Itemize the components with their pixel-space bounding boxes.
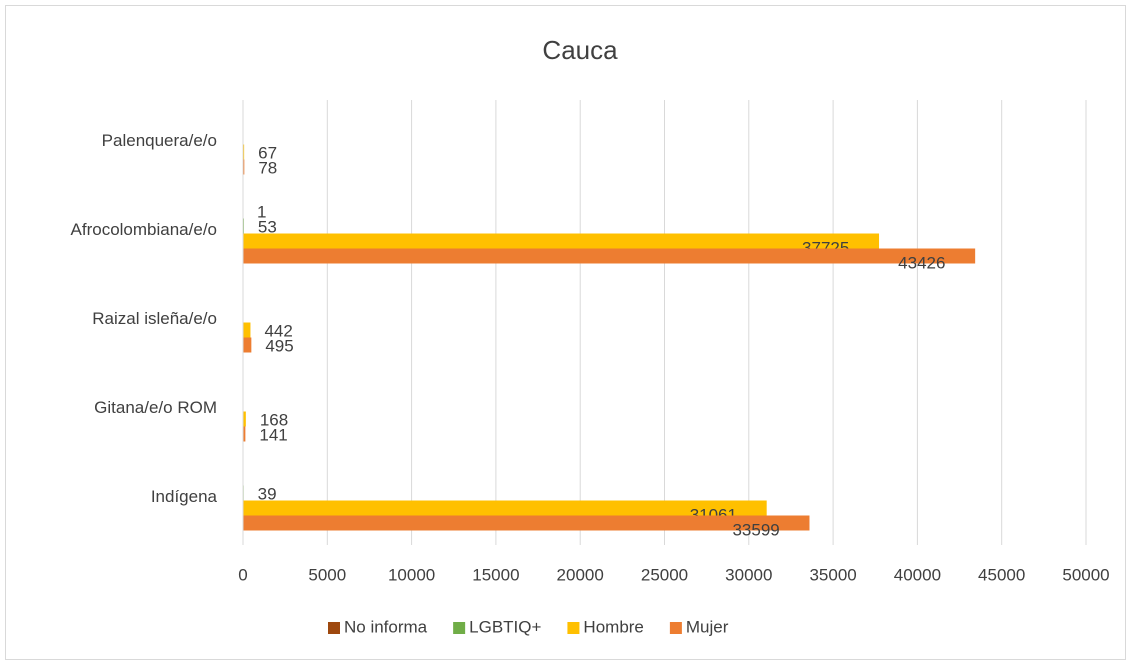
- x-tick-label: 25000: [641, 565, 688, 584]
- data-label: 495: [265, 336, 293, 355]
- data-label: 33599: [732, 520, 779, 539]
- data-label: 39: [258, 484, 277, 503]
- data-label: 168: [260, 410, 288, 429]
- bar: [243, 515, 810, 531]
- data-label: 78: [258, 158, 277, 177]
- bar: [243, 337, 252, 353]
- x-tick-label: 10000: [388, 565, 435, 584]
- bar: [243, 233, 880, 249]
- legend-label: No informa: [344, 617, 428, 636]
- data-label: 442: [264, 321, 292, 340]
- legend-swatch: [567, 622, 580, 634]
- x-tick-label: 0: [238, 565, 247, 584]
- bar: [243, 159, 245, 175]
- data-label: 67: [258, 143, 277, 162]
- legend-label: LGBTIQ+: [469, 617, 541, 636]
- bar: [243, 322, 251, 338]
- data-label: 141: [259, 425, 287, 444]
- data-label: 1: [257, 202, 266, 221]
- chart-title: Cauca: [542, 35, 618, 65]
- x-tick-label: 40000: [894, 565, 941, 584]
- x-tick-label: 20000: [557, 565, 604, 584]
- legend-label: Hombre: [583, 617, 643, 636]
- legend-swatch: [328, 622, 340, 634]
- y-tick-label: Gitana/e/o ROM: [94, 398, 217, 417]
- y-tick-label: Indígena: [151, 487, 218, 506]
- data-label: 53: [258, 217, 277, 236]
- x-tick-label: 35000: [809, 565, 856, 584]
- y-tick-label: Afrocolombiana/e/o: [71, 220, 217, 239]
- x-tick-label: 5000: [308, 565, 346, 584]
- x-tick-label: 45000: [978, 565, 1025, 584]
- y-tick-label: Palenquera/e/o: [102, 131, 217, 150]
- legend-label: Mujer: [686, 617, 729, 636]
- legend-swatch: [669, 622, 682, 634]
- legend-swatch: [453, 622, 466, 634]
- bar: [243, 411, 246, 427]
- y-tick-label: Raizal isleña/e/o: [92, 309, 217, 328]
- x-tick-label: 50000: [1062, 565, 1109, 584]
- bar: [243, 426, 246, 442]
- bar: [243, 500, 767, 516]
- bar: [243, 248, 976, 264]
- bar: [243, 144, 245, 160]
- chart-border: [5, 5, 1126, 660]
- x-tick-label: 30000: [725, 565, 772, 584]
- data-label: 43426: [898, 253, 945, 272]
- x-tick-label: 15000: [472, 565, 519, 584]
